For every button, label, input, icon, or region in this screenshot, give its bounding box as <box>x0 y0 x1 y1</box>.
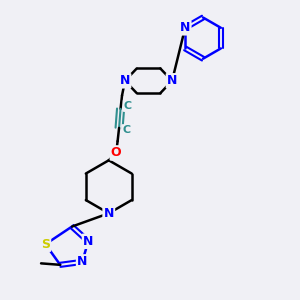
Text: N: N <box>77 255 88 268</box>
Text: N: N <box>167 74 177 87</box>
Text: S: S <box>41 238 50 251</box>
Text: C: C <box>124 101 132 111</box>
Text: C: C <box>122 125 130 135</box>
Text: N: N <box>83 235 93 248</box>
Text: O: O <box>111 146 122 159</box>
Text: N: N <box>103 207 114 220</box>
Text: N: N <box>120 74 130 87</box>
Text: N: N <box>180 21 190 34</box>
